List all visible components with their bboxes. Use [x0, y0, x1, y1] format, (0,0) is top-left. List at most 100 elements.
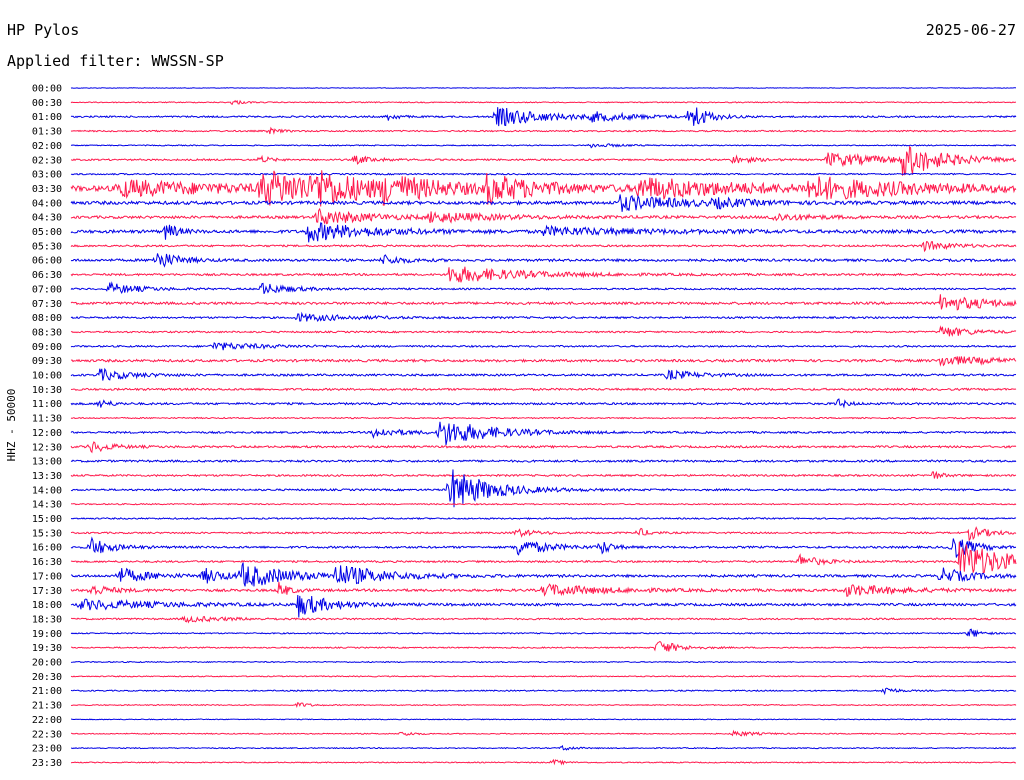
seismogram-trace	[70, 266, 1017, 283]
seismogram-trace	[70, 536, 1017, 558]
seismogram-trace	[70, 594, 1017, 618]
row-time-label: 17:00	[32, 571, 62, 582]
row-time-label: 10:30	[32, 385, 62, 396]
row-time-label: 06:00	[32, 256, 62, 267]
row-time-label: 14:30	[32, 500, 62, 511]
seismogram-trace	[70, 222, 1017, 243]
seismogram-trace	[70, 718, 1017, 721]
seismogram-trace	[70, 241, 1017, 253]
seismogram-trace	[70, 541, 1017, 574]
date-label: 2025-06-27	[925, 21, 1016, 39]
seismogram-trace	[70, 562, 1017, 587]
seismogram-trace	[70, 416, 1017, 420]
seismogram-trace	[70, 107, 1017, 127]
seismogram-trace	[70, 526, 1017, 542]
seismogram-trace	[70, 145, 1017, 176]
seismogram-trace	[70, 281, 1017, 295]
row-time-label: 15:00	[32, 514, 62, 525]
seismogram-trace	[70, 398, 1017, 409]
seismogram-trace	[70, 143, 1016, 149]
seismogram-trace	[70, 325, 1017, 337]
station-title: HP Pylos	[7, 21, 80, 39]
row-time-label: 07:30	[32, 299, 62, 310]
seismogram-trace	[70, 469, 1017, 508]
seismogram-trace	[70, 758, 1017, 766]
row-time-label: 08:00	[32, 313, 62, 324]
seismogram-trace	[70, 170, 1017, 207]
row-time-label: 03:30	[32, 184, 62, 195]
row-time-label: 02:30	[32, 155, 62, 166]
seismogram-trace	[70, 87, 1017, 89]
row-time-label: 15:30	[32, 528, 62, 539]
seismogram-trace	[70, 356, 1017, 367]
row-time-label: 07:00	[32, 284, 62, 295]
row-time-label: 14:00	[32, 485, 62, 496]
seismogram-trace	[70, 294, 1017, 311]
helicorder-rows: 00:00 00:30 01:00 01:30 02:00 02:30 03:00 03:30…	[32, 84, 1017, 769]
row-time-label: 09:00	[32, 342, 62, 353]
seismogram-trace	[70, 729, 1017, 737]
row-time-label: 21:00	[32, 686, 62, 697]
row-time-label: 20:30	[32, 672, 62, 683]
channel-axis-label: HHZ - 50000	[5, 389, 18, 462]
row-time-label: 19:30	[32, 643, 62, 654]
row-time-label: 04:00	[32, 198, 62, 209]
row-time-label: 05:00	[32, 227, 62, 238]
row-time-label: 18:30	[32, 614, 62, 625]
row-time-label: 20:00	[32, 658, 62, 669]
row-time-label: 17:30	[32, 586, 62, 597]
seismogram-trace	[70, 628, 1017, 637]
seismogram-trace	[70, 581, 1017, 597]
row-time-label: 08:30	[32, 327, 62, 338]
seismogram-trace	[70, 194, 1017, 212]
row-time-label: 09:30	[32, 356, 62, 367]
seismogram-trace	[70, 687, 1017, 696]
seismogram-trace	[70, 459, 1017, 464]
row-time-label: 13:00	[32, 457, 62, 468]
seismogram-trace	[70, 311, 1017, 322]
row-time-label: 03:00	[32, 170, 62, 181]
seismogram-trace	[70, 516, 1017, 520]
row-time-label: 22:00	[32, 715, 62, 726]
seismogram-trace	[70, 421, 1017, 446]
row-time-label: 23:00	[32, 744, 62, 755]
row-time-label: 12:30	[32, 442, 62, 453]
seismogram-trace	[70, 387, 1017, 392]
row-time-label: 11:30	[32, 414, 62, 425]
seismogram-trace	[70, 615, 1017, 624]
row-time-label: 18:00	[32, 600, 62, 611]
row-time-label: 01:00	[32, 112, 62, 123]
row-time-label: 06:30	[32, 270, 62, 281]
row-time-label: 12:00	[32, 428, 62, 439]
row-time-label: 22:30	[32, 729, 62, 740]
seismogram-trace	[70, 660, 1017, 664]
row-time-label: 16:00	[32, 543, 62, 554]
seismogram-trace	[70, 253, 1017, 268]
row-time-label: 05:30	[32, 241, 62, 252]
row-time-label: 21:30	[32, 701, 62, 712]
seismogram-trace	[70, 172, 1017, 176]
row-time-label: 04:30	[32, 213, 62, 224]
seismogram-trace	[70, 441, 1017, 454]
row-time-label: 11:00	[32, 399, 62, 410]
seismogram-trace	[70, 207, 1017, 225]
row-time-label: 13:30	[32, 471, 62, 482]
seismogram-trace	[70, 470, 1017, 479]
seismogram-trace	[70, 341, 1017, 351]
row-time-label: 10:00	[32, 371, 62, 382]
row-time-label: 19:00	[32, 629, 62, 640]
seismogram-trace	[70, 367, 1017, 381]
row-time-label: 23:30	[32, 758, 62, 769]
row-time-label: 16:30	[32, 557, 62, 568]
seismogram-trace	[70, 701, 1017, 709]
seismogram-trace	[70, 744, 1017, 751]
row-time-label: 01:30	[32, 127, 62, 138]
row-time-label: 00:00	[32, 84, 62, 95]
seismogram-trace	[70, 675, 1017, 678]
seismogram-trace	[70, 126, 1017, 135]
seismogram-trace	[70, 502, 1017, 506]
row-time-label: 00:30	[32, 98, 62, 109]
seismogram-trace	[70, 99, 1017, 106]
filter-label: Applied filter: WWSSN-SP	[7, 52, 224, 70]
